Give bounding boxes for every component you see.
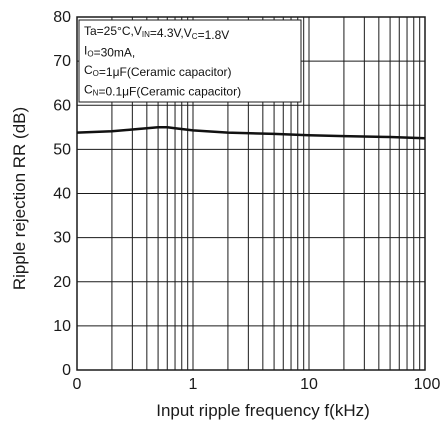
series [76, 126, 426, 140]
y-tick-label: 80 [53, 9, 71, 26]
subscript: C [192, 32, 198, 41]
condition-text: Ta=25°C,V [84, 24, 142, 38]
y-axis-label: Ripple rejection RR (dB) [10, 107, 29, 290]
condition-text: =1μF(Ceramic capacitor) [99, 65, 232, 79]
condition-text: I [84, 44, 87, 58]
y-tick-label: 0 [62, 362, 71, 379]
condition-line: CO=1μF(Ceramic capacitor) [84, 63, 232, 79]
conditions-box: Ta=25°C,VIN=4.3V,VC=1.8VIO=30mA,CO=1μF(C… [78, 19, 302, 103]
condition-line: IO=30mA, [84, 44, 135, 60]
ripple-rejection-curve [76, 126, 426, 140]
subscript: N [93, 89, 99, 98]
x-tick-labels: 0 1 10 100 [73, 376, 441, 393]
y-tick-label: 60 [53, 97, 71, 114]
plot-frame [76, 16, 426, 371]
condition-text: =0.1μF(Ceramic capacitor) [98, 85, 241, 99]
subscript: O [93, 69, 99, 78]
conditions-box-frame [78, 19, 302, 103]
x-axis-label: Input ripple frequency f(kHz) [156, 401, 370, 420]
y-tick-label: 20 [53, 274, 71, 291]
condition-text: =4.3V,V [150, 26, 192, 40]
x-tick-label: 1 [189, 376, 198, 393]
x-tick-label: 10 [300, 376, 318, 393]
y-tick-label: 40 [53, 186, 71, 203]
y-tick-labels: 0 10 20 30 40 50 60 70 80 [53, 9, 71, 379]
condition-line: CN=0.1μF(Ceramic capacitor) [84, 83, 241, 99]
subscript: O [87, 50, 93, 59]
y-tick-label: 70 [53, 53, 71, 70]
condition-line: Ta=25°C,VIN=4.3V,VC=1.8V [84, 24, 229, 42]
condition-text: C [84, 63, 93, 77]
x-tick-label: 0 [73, 376, 82, 393]
y-tick-label: 10 [53, 318, 71, 335]
y-tick-label: 30 [53, 230, 71, 247]
condition-text: =1.8V [198, 28, 230, 42]
condition-text: =30mA, [94, 46, 136, 60]
y-tick-label: 50 [53, 141, 71, 158]
condition-text: C [84, 83, 93, 97]
x-tick-label: 100 [414, 376, 441, 393]
subscript: IN [142, 30, 150, 39]
